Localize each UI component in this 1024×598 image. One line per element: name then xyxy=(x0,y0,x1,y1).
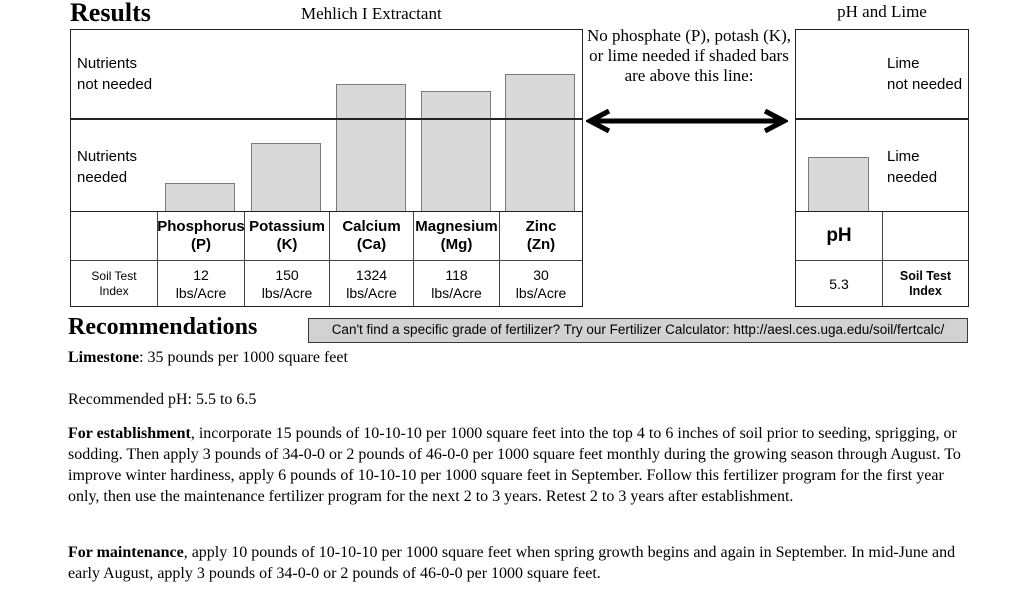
calcium-value-cell: 1324 lbs/Acre xyxy=(329,260,413,306)
zinc-name: Zinc xyxy=(525,218,557,235)
lime-not-needed-line1: Lime xyxy=(887,55,920,72)
potassium-value-cell: 150 lbs/Acre xyxy=(244,260,329,306)
mehlich-chart-title: Mehlich I Extractant xyxy=(301,4,442,23)
ph-lime-title: pH and Lime xyxy=(837,2,927,21)
nutrient-bars xyxy=(71,30,582,211)
recommendations-heading: Recommendations xyxy=(68,314,258,340)
phosphorus-symbol: (P) xyxy=(191,236,211,253)
soil-test-line1: Soil Test xyxy=(91,268,137,283)
soil-test-index-row-label: Soil Test Index xyxy=(71,260,157,306)
zinc-symbol: (Zn) xyxy=(526,236,556,253)
ph-soil-test-index-label: Soil Test Index xyxy=(882,260,968,306)
nutrient-chart-panel: Nutrients not needed Nutrients needed Ph… xyxy=(70,29,583,307)
establishment-label: For establishment xyxy=(68,425,191,442)
lime-needed-line2: needed xyxy=(887,169,938,186)
nutrients-not-needed-line2: not needed xyxy=(77,76,153,93)
ph-empty-header-cell xyxy=(882,212,968,260)
limestone-line: Limestone: 35 pounds per 1000 square fee… xyxy=(68,347,965,368)
potassium-unit: lbs/Acre xyxy=(261,284,313,301)
maintenance-text: , apply 10 pounds of 10-10-10 per 1000 s… xyxy=(68,544,956,582)
magnesium-unit: lbs/Acre xyxy=(431,284,482,301)
soil-test-line2: Index xyxy=(99,283,129,298)
zinc-bar xyxy=(505,74,575,211)
double-arrow-icon xyxy=(584,107,790,135)
empty-header-cell xyxy=(71,212,157,260)
phosphorus-value: 12 xyxy=(193,266,209,283)
calcium-bar xyxy=(336,84,406,211)
establishment-text: , incorporate 15 pounds of 10-10-10 per … xyxy=(68,425,961,505)
lime-bars xyxy=(796,30,968,211)
potassium-value: 150 xyxy=(275,266,299,283)
potassium-header: Potassium (K) xyxy=(244,212,329,260)
magnesium-value: 118 xyxy=(445,266,468,283)
lime-not-needed-label: Lime not needed xyxy=(887,53,962,95)
potassium-name: Potassium xyxy=(249,218,325,235)
results-heading: Results xyxy=(70,0,151,27)
calcium-value: 1324 xyxy=(355,266,388,283)
recommended-ph-line: Recommended pH: 5.5 to 6.5 xyxy=(68,391,257,408)
limestone-text: : 35 pounds per 1000 square feet xyxy=(139,349,348,366)
phosphorus-header: Phosphorus (P) xyxy=(157,212,245,260)
magnesium-symbol: (Mg) xyxy=(440,236,473,253)
limestone-label: Limestone xyxy=(68,349,140,366)
ph-value-cell: 5.3 xyxy=(796,260,882,306)
lime-bar xyxy=(808,157,869,211)
magnesium-value-cell: 118 lbs/Acre xyxy=(413,260,499,306)
establishment-paragraph: For establishment, incorporate 15 pounds… xyxy=(68,423,965,507)
maintenance-paragraph: For maintenance, apply 10 pounds of 10-1… xyxy=(68,542,965,584)
ph-table: pH 5.3 Soil Test Index xyxy=(796,211,968,306)
potassium-symbol: (K) xyxy=(276,236,298,253)
magnesium-bar xyxy=(421,91,491,211)
ph-lime-panel: Lime not needed Lime needed pH 5.3 Soil … xyxy=(795,29,969,307)
ph-soil-test-line2: Index xyxy=(909,283,942,298)
fertilizer-calculator-link[interactable]: http://aesl.ces.uga.edu/soil/fertcalc/ xyxy=(733,322,945,337)
zinc-unit: lbs/Acre xyxy=(515,284,567,301)
banner-text: Can't find a specific grade of fertilize… xyxy=(331,322,734,337)
phosphorus-unit: lbs/Acre xyxy=(175,284,227,301)
lime-threshold-line xyxy=(796,118,968,120)
zinc-header: Zinc (Zn) xyxy=(499,212,582,260)
nutrients-needed-line2: needed xyxy=(77,169,128,186)
threshold-note: No phosphate (P), potash (K), or lime ne… xyxy=(587,26,791,85)
magnesium-header: Magnesium (Mg) xyxy=(413,212,499,260)
calcium-unit: lbs/Acre xyxy=(346,284,397,301)
calcium-symbol: (Ca) xyxy=(356,236,387,253)
magnesium-name: Magnesium xyxy=(415,218,498,235)
lime-needed-line1: Lime xyxy=(887,148,920,165)
phosphorus-name: Phosphorus xyxy=(157,218,245,235)
nutrients-not-needed-line1: Nutrients xyxy=(77,55,138,72)
lime-needed-label: Lime needed xyxy=(887,146,937,188)
ph-soil-test-line1: Soil Test xyxy=(899,268,952,283)
phosphorus-value-cell: 12 lbs/Acre xyxy=(157,260,244,306)
zinc-value: 30 xyxy=(533,266,549,283)
nutrients-needed-label: Nutrients needed xyxy=(77,146,137,188)
lime-not-needed-line2: not needed xyxy=(887,76,963,93)
ph-header-cell: pH xyxy=(826,225,852,246)
nutrients-not-needed-label: Nutrients not needed xyxy=(77,53,152,95)
nutrients-needed-line1: Nutrients xyxy=(77,148,138,165)
fertilizer-calculator-banner: Can't find a specific grade of fertilize… xyxy=(308,318,968,343)
calcium-name: Calcium xyxy=(342,218,401,235)
zinc-value-cell: 30 lbs/Acre xyxy=(499,260,582,306)
potassium-bar xyxy=(251,143,321,211)
calcium-header: Calcium (Ca) xyxy=(329,212,413,260)
nutrient-table: Phosphorus (P) Potassium (K) Calcium (Ca… xyxy=(71,211,582,306)
phosphorus-bar xyxy=(165,183,235,211)
sufficiency-threshold-line xyxy=(71,118,582,120)
maintenance-label: For maintenance xyxy=(68,544,184,561)
